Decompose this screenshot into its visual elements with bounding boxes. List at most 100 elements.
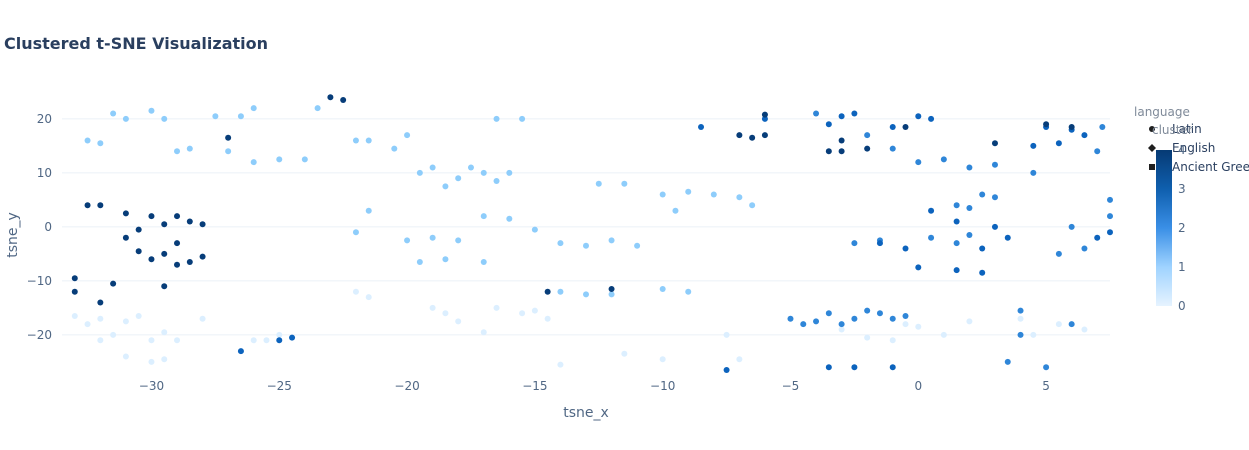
data-point[interactable] — [199, 221, 206, 228]
data-point[interactable] — [391, 145, 398, 152]
data-point[interactable] — [1107, 213, 1113, 220]
data-point[interactable] — [161, 329, 168, 336]
data-point[interactable] — [838, 148, 845, 155]
data-point[interactable] — [761, 115, 768, 122]
data-point[interactable] — [915, 113, 922, 120]
data-point[interactable] — [135, 313, 142, 319]
data-point[interactable] — [97, 202, 104, 209]
data-point[interactable] — [608, 291, 615, 298]
data-point[interactable] — [148, 358, 155, 365]
data-point[interactable] — [225, 148, 232, 155]
data-point[interactable] — [161, 283, 168, 290]
data-point[interactable] — [1068, 124, 1075, 130]
data-point[interactable] — [966, 205, 973, 211]
data-point[interactable] — [621, 350, 628, 357]
data-point[interactable] — [851, 240, 858, 247]
data-point[interactable] — [148, 256, 155, 263]
data-point[interactable] — [583, 291, 589, 298]
data-point[interactable] — [1094, 234, 1101, 241]
data-point[interactable] — [1017, 307, 1024, 314]
data-point[interactable] — [97, 140, 104, 147]
data-point[interactable] — [199, 253, 206, 260]
data-point[interactable] — [480, 259, 487, 265]
data-point[interactable] — [71, 275, 78, 282]
data-point[interactable] — [851, 364, 858, 371]
data-point[interactable] — [122, 210, 129, 217]
data-point[interactable] — [429, 164, 436, 171]
data-point[interactable] — [940, 331, 947, 338]
data-point[interactable] — [122, 234, 129, 241]
data-point[interactable] — [122, 353, 129, 360]
data-point[interactable] — [876, 240, 883, 247]
data-point[interactable] — [1055, 140, 1062, 147]
data-point[interactable] — [659, 191, 666, 198]
data-point[interactable] — [825, 364, 832, 371]
data-point[interactable] — [889, 315, 896, 322]
data-point[interactable] — [161, 250, 168, 257]
data-point[interactable] — [84, 321, 91, 328]
data-point[interactable] — [672, 207, 679, 214]
data-point[interactable] — [404, 132, 411, 139]
data-point[interactable] — [685, 288, 692, 295]
data-point[interactable] — [71, 313, 78, 319]
data-point[interactable] — [110, 110, 117, 117]
data-point[interactable] — [480, 329, 487, 336]
data-point[interactable] — [928, 115, 935, 122]
data-point[interactable] — [314, 105, 321, 112]
data-point[interactable] — [1068, 321, 1075, 328]
data-point[interactable] — [876, 310, 883, 317]
data-point[interactable] — [966, 232, 973, 238]
data-point[interactable] — [1030, 142, 1037, 149]
data-point[interactable] — [991, 194, 998, 201]
data-point[interactable] — [1030, 331, 1037, 338]
data-point[interactable] — [749, 134, 756, 141]
data-point[interactable] — [480, 213, 487, 220]
data-point[interactable] — [1004, 234, 1011, 241]
data-point[interactable] — [97, 337, 104, 344]
data-point[interactable] — [174, 148, 181, 155]
data-point[interactable] — [953, 218, 960, 225]
data-point[interactable] — [838, 113, 845, 120]
data-point[interactable] — [991, 140, 998, 147]
data-point[interactable] — [813, 318, 820, 325]
data-point[interactable] — [1081, 245, 1088, 252]
data-point[interactable] — [135, 248, 142, 255]
data-point[interactable] — [442, 183, 449, 190]
data-point[interactable] — [237, 113, 244, 120]
legend-item-latin[interactable]: Latin — [1149, 122, 1202, 136]
data-point[interactable] — [838, 137, 845, 144]
data-point[interactable] — [940, 156, 947, 163]
data-point[interactable] — [263, 337, 270, 344]
data-point[interactable] — [991, 161, 998, 168]
data-point[interactable] — [122, 115, 129, 122]
data-point[interactable] — [186, 218, 193, 225]
data-point[interactable] — [531, 307, 538, 314]
data-point[interactable] — [723, 331, 730, 338]
data-point[interactable] — [531, 226, 538, 233]
data-point[interactable] — [327, 94, 334, 101]
legend-item-ancient-gree[interactable]: Ancient Gree — [1149, 160, 1249, 174]
data-point[interactable] — [84, 202, 91, 209]
data-point[interactable] — [685, 188, 692, 195]
data-point[interactable] — [787, 315, 794, 322]
data-point[interactable] — [915, 159, 922, 166]
data-point[interactable] — [889, 145, 896, 152]
data-point[interactable] — [557, 240, 564, 247]
data-point[interactable] — [1094, 148, 1101, 155]
data-point[interactable] — [493, 304, 500, 311]
data-point[interactable] — [825, 148, 832, 155]
data-point[interactable] — [966, 164, 973, 171]
data-point[interactable] — [1043, 121, 1050, 128]
data-point[interactable] — [455, 318, 462, 325]
data-point[interactable] — [110, 331, 117, 338]
data-point[interactable] — [659, 356, 666, 363]
data-point[interactable] — [1004, 358, 1011, 365]
data-point[interactable] — [250, 105, 257, 112]
data-point[interactable] — [416, 259, 423, 265]
data-point[interactable] — [659, 286, 666, 292]
data-point[interactable] — [186, 145, 193, 152]
data-point[interactable] — [902, 321, 909, 328]
legend-item-english[interactable]: English — [1148, 141, 1215, 155]
data-point[interactable] — [851, 110, 858, 117]
data-point[interactable] — [148, 107, 155, 114]
